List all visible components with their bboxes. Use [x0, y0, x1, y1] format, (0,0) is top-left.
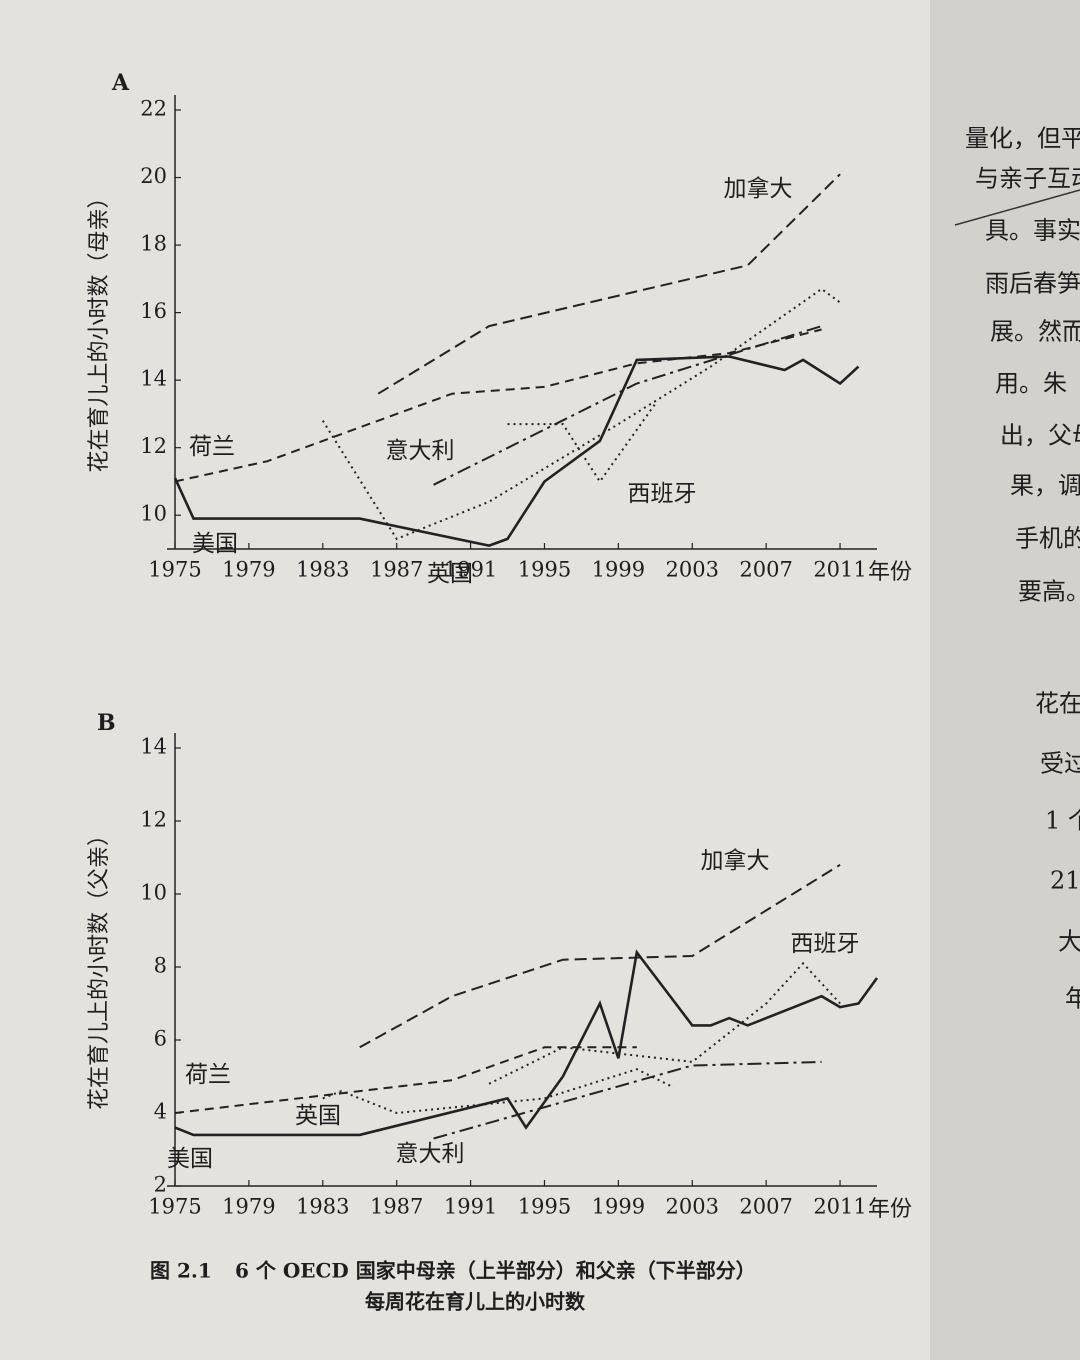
- series-label: 英国: [295, 1103, 341, 1129]
- x-tick-label: 2007: [739, 1195, 792, 1219]
- y-tick-label: 4: [154, 1100, 167, 1124]
- series-line: [174, 1046, 637, 1114]
- x-tick-label: 1983: [296, 1195, 349, 1219]
- caption-label: 图 2.1: [150, 1259, 212, 1283]
- series-line: [322, 1068, 675, 1115]
- y-tick-label: 10: [140, 881, 167, 905]
- facing-page-text: 要高。: [1018, 578, 1080, 606]
- x-tick-label: 1987: [370, 558, 423, 582]
- panel-label: B: [97, 710, 116, 736]
- y-tick-label: 20: [140, 164, 167, 188]
- x-tick-label: 1995: [518, 1195, 571, 1219]
- x-tick-label: 1983: [296, 558, 349, 582]
- facing-page-text: 受过: [1040, 750, 1080, 778]
- y-tick-label: 18: [140, 232, 167, 256]
- y-tick-label: 6: [154, 1027, 167, 1051]
- facing-page-text: 展。然而: [990, 318, 1080, 346]
- rule: [954, 189, 1080, 226]
- series-line: [359, 863, 841, 1049]
- x-axis-title: 年份: [868, 1197, 912, 1222]
- caption-line: 每周花在育儿上的小时数: [365, 1290, 586, 1314]
- y-axis-title: 花在育儿上的小时数（母亲）: [87, 186, 112, 472]
- series-label: 荷兰: [189, 434, 235, 460]
- x-tick-label: 1999: [592, 558, 645, 582]
- y-tick-label: 12: [140, 808, 167, 832]
- series-label: 美国: [192, 531, 238, 557]
- y-tick-label: 22: [140, 97, 167, 121]
- facing-page-text: 手机的: [1015, 525, 1080, 553]
- series-line: [321, 287, 841, 541]
- x-tick-label: 2011: [813, 1195, 866, 1219]
- x-tick-label: 2011: [813, 558, 866, 582]
- y-tick-label: 14: [140, 735, 167, 759]
- x-tick-label: 1979: [222, 558, 275, 582]
- facing-page-text: 用。朱: [995, 370, 1067, 398]
- series-label: 西班牙: [791, 931, 860, 957]
- facing-page-text: 具。事实: [985, 217, 1080, 245]
- series-label: 英国: [427, 561, 473, 587]
- x-tick-label: 2003: [666, 1195, 719, 1219]
- y-tick-label: 8: [154, 954, 167, 978]
- facing-page-text: 21: [1050, 867, 1080, 895]
- series-label: 西班牙: [628, 481, 697, 507]
- x-tick-label: 1979: [222, 1195, 275, 1219]
- y-tick-label: 12: [140, 434, 167, 458]
- x-tick-label: 1991: [444, 1195, 497, 1219]
- x-tick-label: 1999: [592, 1195, 645, 1219]
- facing-page-text: 雨后春笋: [985, 270, 1080, 298]
- facing-page-text: 花在: [1035, 690, 1080, 718]
- series-label: 意大利: [396, 1141, 465, 1167]
- series-line: [433, 1060, 822, 1140]
- facing-page: [930, 0, 1080, 1360]
- x-axis-title: 年份: [868, 560, 912, 585]
- series-label: 加拿大: [701, 847, 770, 874]
- x-tick-label: 1995: [518, 558, 571, 582]
- y-tick-label: 16: [140, 299, 167, 323]
- y-tick-label: 14: [140, 367, 167, 391]
- series-line: [174, 949, 879, 1137]
- x-tick-label: 1991: [444, 558, 497, 582]
- series-label: 荷兰: [185, 1062, 231, 1088]
- y-tick-label: 10: [140, 502, 167, 526]
- facing-page-text: 1 个: [1045, 807, 1080, 835]
- y-axis-title: 花在育儿上的小时数（父亲）: [87, 824, 112, 1110]
- series-line: [433, 325, 822, 486]
- panel-label: A: [111, 70, 130, 96]
- x-tick-label: 1987: [370, 1195, 423, 1219]
- series-label: 美国: [167, 1146, 213, 1172]
- x-tick-label: 1975: [148, 1195, 201, 1219]
- x-tick-label: 1975: [148, 558, 201, 582]
- facing-page-text: 出，父母: [1000, 422, 1080, 450]
- series-label: 加拿大: [724, 175, 793, 202]
- series-line: [173, 355, 860, 547]
- x-tick-label: 2007: [739, 558, 792, 582]
- caption-line: 6 个 OECD 国家中母亲（上半部分）和父亲（下半部分）: [235, 1259, 756, 1283]
- facing-page-text: 果，调查: [1010, 472, 1080, 500]
- y-tick-label: 2: [154, 1173, 167, 1197]
- series-line: [488, 961, 841, 1085]
- x-tick-label: 2003: [666, 558, 719, 582]
- series-label: 意大利: [386, 438, 455, 464]
- facing-page-text: 年: [1065, 985, 1080, 1013]
- series-line: [377, 173, 841, 395]
- facing-page-text: 与亲子互动: [975, 165, 1080, 193]
- series-line: [174, 328, 822, 483]
- facing-page-text: 量化，但平: [965, 125, 1080, 153]
- facing-page-text: 大: [1058, 928, 1080, 956]
